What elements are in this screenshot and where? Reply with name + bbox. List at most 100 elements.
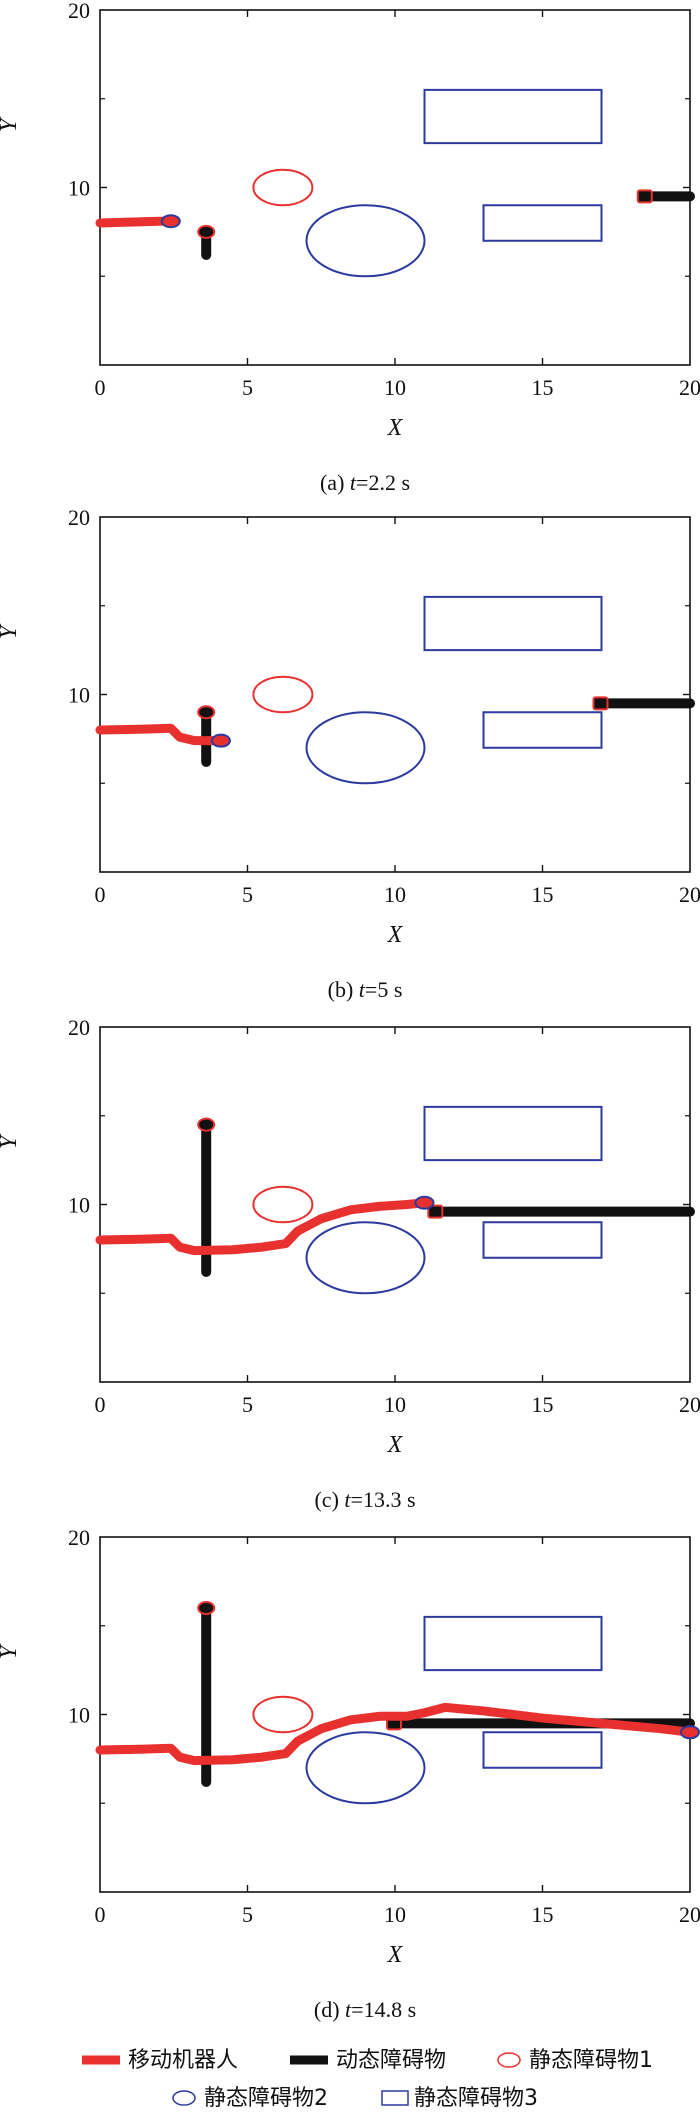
legend-label: 移动机器人 [128,2048,238,2073]
x-tick-label: 0 [95,1902,106,1927]
x-tick-label: 10 [384,1392,406,1417]
legend-label: 静态障碍物3 [414,2086,538,2111]
legend-swatch-rect [381,2090,409,2106]
x-tick-label: 5 [242,882,253,907]
x-tick-label: 15 [532,375,554,400]
y-tick-label: 20 [68,505,90,530]
x-tick-label: 5 [242,1902,253,1927]
dynamic-obstacle-marker-1 [592,696,609,711]
x-axis-label: X [387,1432,404,1458]
panels: 051015201020XY(a) t=2.2 s051015201020XY(… [0,0,700,2022]
robot-path [95,216,176,228]
static-obstacle-ellipse-0 [252,168,314,207]
legend-item-4: 静态障碍物3 [381,2086,538,2111]
static-obstacle-rect-2 [423,595,603,652]
x-tick-label: 20 [679,882,700,907]
panel-caption: (b) t=5 s [328,977,403,1002]
robot-marker [210,733,231,748]
static-obstacle-ellipse-0 [252,1185,314,1224]
caption-value: =5 s [365,977,402,1002]
legend-swatch-ellipse [172,2090,196,2106]
caption-var: t [350,470,357,495]
static-obstacle-rect-2 [423,1105,603,1162]
dynamic-obstacle-marker-1 [636,189,653,204]
caption-value: =13.3 s [351,1487,416,1512]
static-obstacle-rect-2 [423,1615,603,1672]
robot-marker [414,1195,435,1210]
x-tick-label: 10 [384,882,406,907]
chart-panel-0: 0 5 10 15 20 10 20 X Y (a) t=2.2 s [0,0,700,495]
x-tick-label: 20 [679,375,700,400]
robot-path [95,1198,429,1256]
static-obstacle-ellipse-1 [305,1221,426,1295]
legend-item-2: 静态障碍物1 [497,2048,653,2073]
static-obstacle-ellipse-1 [305,711,426,785]
y-tick-label: 20 [68,1525,90,1550]
robot-path [95,1702,695,1766]
caption-value: =14.8 s [351,1997,416,2022]
x-tick-label: 15 [532,1902,554,1927]
legend-label: 静态障碍物2 [204,2086,328,2111]
static-obstacle-ellipse-1 [305,204,426,278]
caption-label: (a) [320,470,350,495]
chart-panel-3: 0 5 10 15 20 10 20 X Y (d) t=14.8 s [0,1525,700,2022]
chart-panel-1: 0 5 10 15 20 10 20 X Y (b) t=5 s [0,505,700,1002]
static-obstacle-rect-3 [482,1221,603,1259]
x-tick-label: 15 [532,1392,554,1417]
caption-var: t [345,1997,352,2022]
static-obstacle-rect-3 [482,204,603,242]
caption-var: t [359,977,366,1002]
y-tick-label: 10 [68,683,90,708]
x-tick-label: 10 [384,1902,406,1927]
dynamic-obstacle-marker-0 [197,1117,216,1132]
static-obstacle-ellipse-0 [252,1695,314,1734]
x-tick-label: 0 [95,375,106,400]
y-tick-label: 10 [68,176,90,201]
static-obstacle-ellipse-1 [305,1731,426,1805]
x-tick-label: 10 [384,375,406,400]
legend-item-0: 移动机器人 [82,2048,238,2073]
legend-label: 动态障碍物 [336,2048,446,2073]
x-tick-label: 5 [242,1392,253,1417]
static-obstacle-rect-2 [423,88,603,145]
caption-label: (d) [314,1997,345,2022]
legend-item-1: 动态障碍物 [290,2048,446,2073]
robot-marker [160,214,181,229]
x-tick-label: 5 [242,375,253,400]
plot-frame [99,9,691,366]
dynamic-obstacle-marker-1 [427,1204,444,1219]
y-tick-label: 20 [68,1015,90,1040]
y-tick-label: 20 [68,0,90,23]
y-axis-label: Y [0,1643,22,1659]
y-axis-label: Y [0,1133,22,1149]
panel-caption: (c) t=13.3 s [314,1487,415,1512]
y-axis-label: Y [0,116,22,132]
static-obstacle-rect-3 [482,1731,603,1769]
plot-frame [99,516,691,873]
chart-panel-2: 0 5 10 15 20 10 20 X Y (c) t=13.3 s [0,1015,700,1512]
caption-value: =2.2 s [356,470,410,495]
dynamic-obstacle-marker-0 [197,705,216,720]
static-obstacle-rect-3 [482,711,603,749]
dynamic-obstacle-marker-0 [197,224,216,239]
caption-var: t [344,1487,351,1512]
robot-path [95,723,223,746]
panel-caption: (a) t=2.2 s [320,470,410,495]
legend-swatch-ellipse [497,2052,521,2068]
y-tick-label: 10 [68,1703,90,1728]
caption-label: (b) [328,977,359,1002]
caption-label: (c) [314,1487,344,1512]
x-axis-label: X [387,1942,404,1968]
dynamic-obstacle-marker-0 [197,1601,216,1615]
legend: 移动机器人 动态障碍物 静态障碍物1 静态障碍物2 静态障碍物3 [82,2048,653,2111]
y-axis-label: Y [0,623,22,639]
x-tick-label: 0 [95,882,106,907]
y-tick-label: 10 [68,1193,90,1218]
x-axis-label: X [387,922,404,948]
robot-marker [680,1725,700,1740]
x-axis-label: X [387,415,404,441]
x-tick-label: 15 [532,882,554,907]
x-tick-label: 20 [679,1392,700,1417]
legend-label: 静态障碍物1 [529,2048,653,2073]
